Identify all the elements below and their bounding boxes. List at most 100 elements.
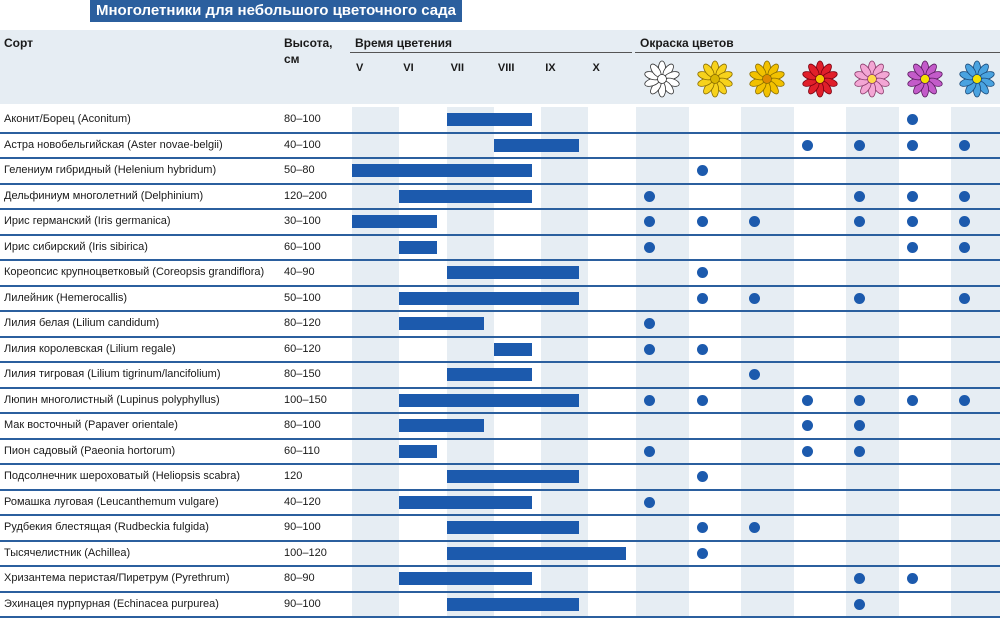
row-separator: [0, 208, 1000, 210]
flower-yellow-icon: [696, 60, 734, 98]
plant-name: Лилия тигровая (Lilium tigrinum/lancifol…: [4, 368, 221, 380]
color-dot-yellow: [696, 471, 708, 482]
color-dot-red: [801, 139, 813, 151]
color-dot-red: [801, 420, 813, 431]
month-label: VIII: [497, 62, 515, 74]
color-dot-yellow: [696, 216, 708, 227]
row-separator: [0, 284, 1000, 287]
month-label: VII: [450, 62, 465, 74]
header-height-line2: см: [284, 52, 300, 66]
row-separator: [0, 386, 1000, 389]
bloom-bar: [399, 393, 580, 407]
color-dot-pink: [854, 216, 865, 227]
bloom-bar: [446, 597, 580, 611]
bloom-bar: [399, 291, 580, 305]
plant-height: 90–100: [284, 521, 321, 533]
color-dot-pink: [854, 420, 865, 431]
plant-height: 60–120: [284, 342, 321, 355]
plant-height: 50–100: [284, 291, 321, 304]
bloom-bar: [399, 495, 532, 509]
plant-height: 80–100: [284, 113, 321, 125]
row-separator: [0, 488, 1000, 491]
header-height-line1: Высота,: [284, 36, 333, 50]
color-dot-purple: [906, 139, 918, 151]
color-dot-pink: [854, 598, 865, 610]
color-dot-red: [801, 394, 813, 406]
bloom-bar: [493, 342, 532, 356]
plant-name: Подсолнечник шероховатый (Heliopsis scab…: [4, 470, 241, 482]
plant-height: 30–100: [284, 215, 321, 227]
row-separator: [0, 233, 1000, 236]
color-dot-white: [644, 343, 655, 355]
color-dot-purple: [906, 114, 918, 125]
bloom-bar: [399, 444, 438, 458]
row-separator: [0, 514, 1000, 516]
color-dot-blue: [959, 190, 970, 202]
bloom-bar: [446, 521, 580, 534]
color-dot-purple: [906, 241, 918, 253]
row-separator: [0, 157, 1000, 159]
flower-yellow-orange-icon: [748, 60, 786, 98]
color-dot-blue: [959, 139, 970, 151]
month-label: X: [592, 62, 600, 74]
flower-blue-icon: [958, 60, 996, 98]
color-dot-white: [644, 216, 655, 227]
color-dot-purple: [906, 573, 918, 584]
plant-height: 100–150: [284, 393, 327, 406]
bloom-bar: [352, 164, 532, 177]
plant-name: Люпин многолистный (Lupinus polyphyllus): [4, 393, 220, 406]
color-dot-pink: [854, 190, 865, 202]
plant-name: Лилейник (Hemerocallis): [4, 291, 128, 304]
plant-name: Ирис германский (Iris germanica): [4, 215, 171, 227]
row-separator: [0, 463, 1000, 465]
color-dot-white: [644, 496, 655, 508]
row-separator: [0, 412, 1000, 414]
plant-height: 60–100: [284, 240, 321, 253]
color-dot-yellow-orange: [749, 522, 760, 533]
plant-height: 90–100: [284, 597, 321, 610]
color-dot-pink: [854, 292, 865, 304]
bloom-bar: [352, 215, 438, 228]
row-separator: [0, 335, 1000, 338]
bloom-bar: [399, 572, 532, 585]
row-separator: [0, 590, 1000, 593]
plant-name: Эхинацея пурпурная (Echinacea purpurea): [4, 597, 219, 610]
color-dot-yellow-orange: [749, 369, 760, 380]
color-dot-white: [644, 318, 655, 329]
color-dot-blue: [959, 394, 970, 406]
row-separator: [0, 310, 1000, 312]
header-bloom-underline: [350, 52, 632, 53]
bloom-bar: [446, 266, 580, 279]
color-dot-white: [644, 445, 655, 457]
plant-height: 80–120: [284, 317, 321, 329]
bloom-bar: [446, 470, 580, 483]
color-dot-blue: [959, 292, 970, 304]
plant-name: Лилия белая (Lilium candidum): [4, 317, 160, 329]
flower-red-icon: [801, 60, 839, 98]
color-dot-white: [644, 241, 655, 253]
table-header: Сорт Высота, см Время цветения Окраска ц…: [0, 30, 1000, 104]
row-separator: [0, 539, 1000, 542]
plant-name: Кореопсис крупноцветковый (Coreopsis gra…: [4, 266, 265, 278]
row-separator: [0, 361, 1000, 363]
plant-height: 120: [284, 470, 303, 482]
bloom-bar: [399, 317, 485, 330]
plant-name: Аконит/Борец (Aconitum): [4, 113, 131, 125]
row-separator: [0, 565, 1000, 567]
plant-name: Рудбекия блестящая (Rudbeckia fulgida): [4, 521, 209, 533]
header-bloom-time: Время цветения: [355, 36, 453, 50]
plant-height: 60–110: [284, 444, 320, 457]
bloom-bar: [446, 546, 627, 560]
flower-white-icon: [643, 60, 681, 98]
color-dot-purple: [906, 190, 918, 202]
bloom-bar: [399, 419, 485, 432]
color-dot-red: [801, 445, 813, 457]
color-dot-white: [644, 190, 655, 202]
color-dot-yellow: [696, 267, 708, 278]
flower-purple-icon: [906, 60, 944, 98]
flower-pink-icon: [853, 60, 891, 98]
month-label: IX: [545, 62, 556, 74]
plant-name: Лилия королевская (Lilium regale): [4, 342, 176, 355]
color-dot-white: [644, 394, 655, 406]
plant-name: Астра новобельгийская (Aster novae-belgi…: [4, 138, 223, 151]
